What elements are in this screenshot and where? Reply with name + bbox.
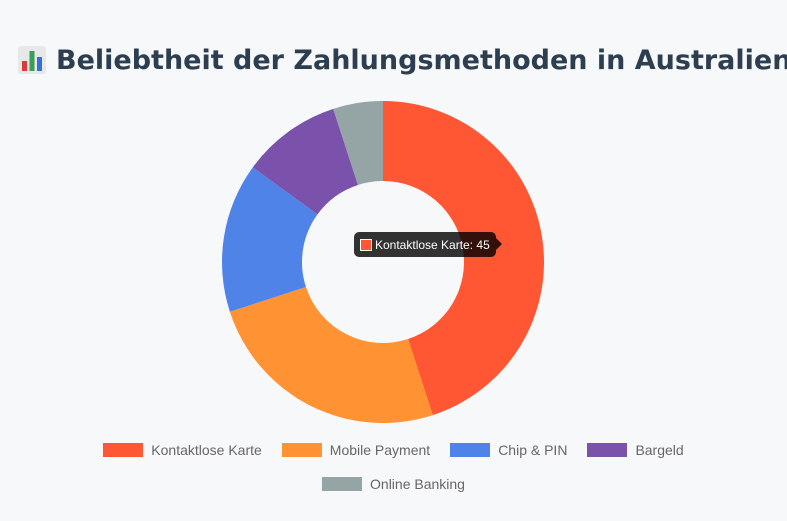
tooltip: Kontaktlose Karte: 45 — [354, 232, 502, 257]
legend-label: Chip & PIN — [498, 442, 568, 458]
legend-label: Online Banking — [370, 476, 465, 492]
doughnut-slice-bargeld[interactable] — [252, 108, 358, 215]
doughnut-slice-kontaktlose-karte[interactable] — [383, 101, 544, 416]
doughnut-slice-chip-pin[interactable] — [221, 167, 318, 312]
legend-swatch — [322, 477, 363, 491]
legend-label: Bargeld — [635, 442, 684, 458]
legend-item-online-banking[interactable]: Online Banking — [322, 476, 465, 492]
tooltip-label: Kontaktlose Karte: 45 — [375, 237, 490, 252]
legend-swatch — [103, 443, 144, 457]
legend-row: Online Banking — [0, 473, 787, 495]
legend-item-bargeld[interactable]: Bargeld — [587, 442, 684, 458]
tooltip-swatch — [360, 238, 372, 251]
chart-title: Beliebtheit der Zahlungsmethoden in Aust… — [56, 44, 787, 76]
legend-item-chip-pin[interactable]: Chip & PIN — [450, 442, 567, 458]
legend-item-kontaktlose-karte[interactable]: Kontaktlose Karte — [103, 442, 262, 458]
legend-swatch — [450, 443, 491, 457]
legend: Kontaktlose Karte Mobile Payment Chip & PI… — [0, 439, 787, 495]
page-title: Beliebtheit der Zahlungsmethoden in Aust… — [18, 40, 787, 80]
doughnut-slice-online-banking[interactable] — [333, 101, 383, 185]
doughnut-slice-mobile-payment[interactable] — [229, 287, 433, 423]
bar-chart-icon — [18, 46, 46, 74]
legend-row: Kontaktlose Karte Mobile Payment Chip & PI… — [0, 439, 787, 461]
legend-swatch — [281, 443, 322, 457]
legend-label: Kontaktlose Karte — [151, 442, 262, 458]
legend-label: Mobile Payment — [329, 442, 431, 458]
legend-swatch — [587, 443, 628, 457]
legend-item-mobile-payment[interactable]: Mobile Payment — [281, 442, 431, 458]
